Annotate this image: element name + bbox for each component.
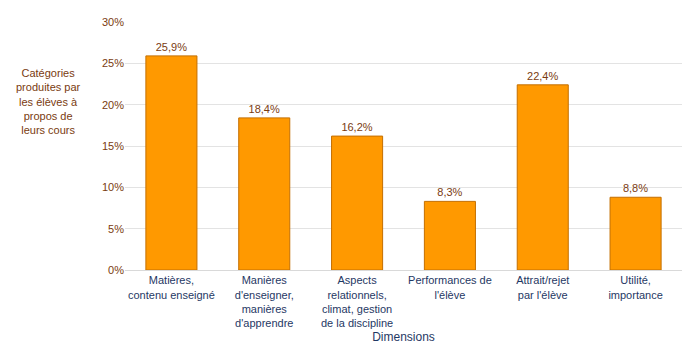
svg-text:Utilité,importance: Utilité,importance	[608, 274, 662, 300]
svg-text:10%: 10%	[102, 181, 124, 193]
svg-text:22,4%: 22,4%	[527, 70, 558, 82]
svg-text:0%: 0%	[108, 264, 124, 276]
svg-text:Matières,contenu enseigné: Matières,contenu enseigné	[128, 274, 215, 300]
svg-text:8,3%: 8,3%	[437, 186, 462, 198]
svg-text:Dimensions: Dimensions	[372, 330, 435, 344]
svg-text:8,8%: 8,8%	[623, 182, 648, 194]
svg-text:Attrait/rejetpar l'élève: Attrait/rejetpar l'élève	[516, 274, 569, 300]
svg-text:20%: 20%	[102, 99, 124, 111]
svg-text:30%: 30%	[102, 16, 124, 28]
svg-text:25%: 25%	[102, 57, 124, 69]
svg-text:Performances del'élève: Performances del'élève	[408, 274, 492, 300]
svg-text:Aspectsrelationnels,climat, ge: Aspectsrelationnels,climat, gestionde la…	[321, 274, 393, 329]
svg-text:18,4%: 18,4%	[249, 103, 280, 115]
svg-text:Catégoriesproduites parles élè: Catégoriesproduites parles élèves àpropo…	[16, 67, 81, 136]
svg-text:5%: 5%	[108, 223, 124, 235]
svg-text:Manièresd'enseigner,manièresd': Manièresd'enseigner,manièresd'apprendre	[235, 274, 294, 329]
svg-text:16,2%: 16,2%	[341, 121, 372, 133]
svg-text:15%: 15%	[102, 140, 124, 152]
svg-text:25,9%: 25,9%	[156, 41, 187, 53]
